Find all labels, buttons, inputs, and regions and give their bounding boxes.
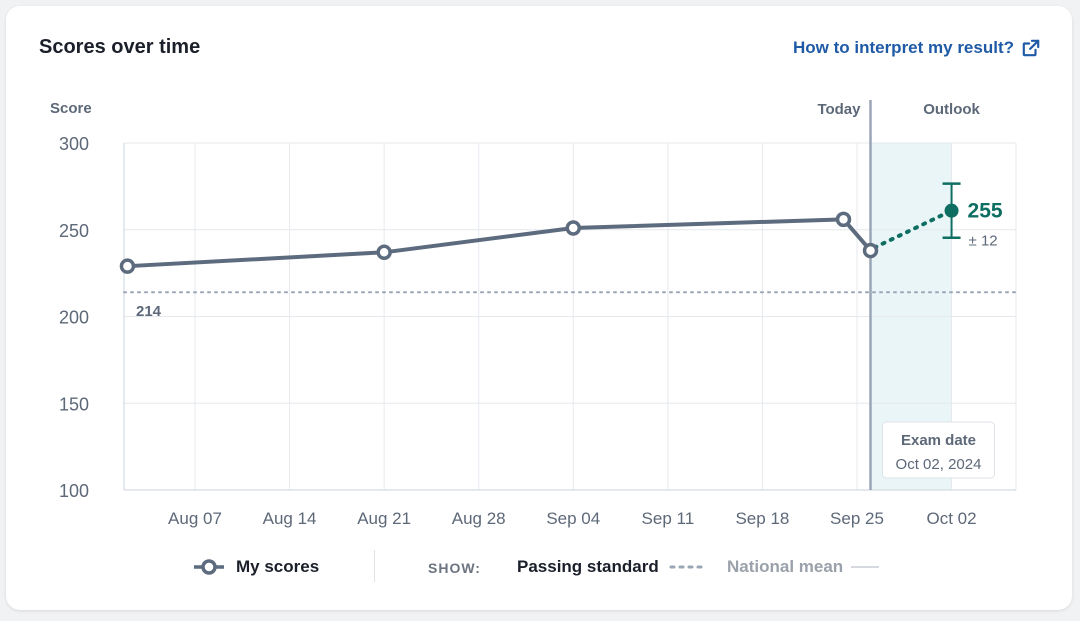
exam-date-value: Oct 02, 2024 bbox=[896, 456, 982, 473]
legend-national-mean-marker bbox=[851, 566, 880, 568]
predicted-score-point bbox=[944, 203, 959, 218]
my-scores-line bbox=[127, 217, 873, 269]
score-point bbox=[565, 220, 582, 236]
interpret-result-link[interactable]: How to interpret my result? bbox=[793, 38, 1040, 58]
score-point bbox=[835, 211, 852, 228]
chart-legend: My scores SHOW: Passing standard Nationa… bbox=[6, 550, 1072, 584]
outlook-label: Outlook bbox=[923, 101, 980, 118]
x-tick-label: Sep 11 bbox=[642, 509, 695, 528]
x-tick-label: Aug 21 bbox=[357, 509, 411, 528]
scores-card: Scores over time How to interpret my res… bbox=[6, 6, 1072, 610]
projection-line bbox=[872, 208, 954, 250]
legend-my-scores[interactable]: My scores bbox=[194, 557, 319, 577]
legend-my-scores-marker bbox=[194, 559, 224, 575]
exam-date-title: Exam date bbox=[901, 432, 976, 449]
x-tick-label: Aug 07 bbox=[168, 509, 222, 528]
today-label: Today bbox=[817, 101, 861, 118]
legend-divider bbox=[374, 550, 375, 582]
x-tick-label: Aug 28 bbox=[452, 509, 506, 528]
interpret-result-label: How to interpret my result? bbox=[792, 38, 1014, 57]
predicted-range-label: ± 12 bbox=[969, 233, 998, 250]
predicted-score-label: 255 bbox=[968, 200, 1003, 223]
card-title: Scores over time bbox=[39, 36, 201, 58]
legend-national-mean-label: National mean bbox=[727, 557, 844, 576]
x-tick-label: Sep 18 bbox=[735, 509, 789, 528]
x-tick-label: Sep 25 bbox=[830, 509, 884, 528]
x-tick-label: Oct 02 bbox=[927, 509, 977, 528]
y-tick-label: 200 bbox=[59, 308, 89, 328]
x-tick-label: Aug 14 bbox=[263, 509, 317, 528]
score-point bbox=[376, 244, 392, 261]
legend-passing-standard-label: Passing standard bbox=[517, 557, 659, 576]
exam-date-box bbox=[882, 421, 995, 479]
score-point bbox=[862, 242, 879, 259]
y-tick-label: 100 bbox=[59, 481, 89, 501]
legend-national-mean[interactable]: National mean bbox=[727, 557, 880, 577]
passing-standard-label: 214 bbox=[136, 303, 162, 320]
y-axis-label: Score bbox=[50, 100, 92, 117]
y-tick-label: 150 bbox=[59, 394, 89, 414]
score-point bbox=[119, 258, 136, 274]
legend-my-scores-label: My scores bbox=[236, 557, 320, 576]
x-tick-label: Sep 04 bbox=[546, 509, 600, 528]
legend-passing-standard[interactable]: Passing standard bbox=[517, 557, 703, 577]
scores-chart: 300 250 200 150 100 Aug 07 Aug 14 Aug 21 Aug 28 S… bbox=[50, 100, 1017, 528]
y-tick-label: 300 bbox=[59, 134, 89, 154]
legend-show-label: SHOW: bbox=[428, 560, 481, 576]
y-tick-label: 250 bbox=[59, 221, 89, 241]
legend-passing-standard-marker bbox=[669, 565, 703, 569]
external-link-icon bbox=[1022, 39, 1040, 57]
